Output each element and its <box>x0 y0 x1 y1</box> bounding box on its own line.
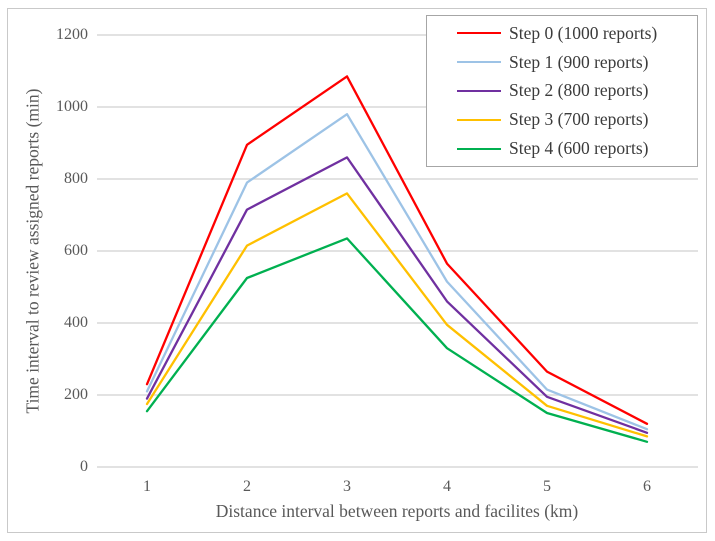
legend-line-swatch-icon <box>457 61 501 64</box>
legend-line-swatch-icon <box>457 89 501 92</box>
x-tick-label-2: 2 <box>243 478 251 495</box>
series-line-0 <box>145 75 649 425</box>
legend-item-label: Step 1 (900 reports) <box>509 51 649 72</box>
y-tick-label-1000: 1000 <box>56 98 88 115</box>
x-tick-label-5: 5 <box>543 478 551 495</box>
legend-item-3: Step 3 (700 reports) <box>427 109 697 130</box>
x-tick-label-3: 3 <box>343 478 351 495</box>
legend-item-4: Step 4 (600 reports) <box>427 138 697 159</box>
legend-item-2: Step 2 (800 reports) <box>427 80 697 101</box>
y-axis-title: Time interval to review assigned reports… <box>22 88 43 414</box>
y-tick-label-1200: 1200 <box>56 26 88 43</box>
legend-item-1: Step 1 (900 reports) <box>427 52 697 73</box>
y-tick-label-0: 0 <box>80 458 88 475</box>
legend-item-label: Step 2 (800 reports) <box>509 80 649 101</box>
legend-line-swatch-icon <box>457 118 501 121</box>
y-tick-label-600: 600 <box>64 242 88 259</box>
y-tick-label-400: 400 <box>64 314 88 331</box>
series-line-2 <box>145 156 649 434</box>
y-tick-label-200: 200 <box>64 386 88 403</box>
legend-line-swatch-icon <box>457 147 501 150</box>
legend-item-label: Step 0 (1000 reports) <box>509 22 658 43</box>
legend: Step 0 (1000 reports) Step 1 (900 reports… <box>426 15 698 167</box>
x-tick-label-1: 1 <box>143 478 151 495</box>
legend-item-0: Step 0 (1000 reports) <box>427 23 697 44</box>
series-line-1 <box>145 113 649 431</box>
y-tick-label-800: 800 <box>64 170 88 187</box>
x-tick-label-6: 6 <box>643 478 651 495</box>
x-axis-title: Distance interval between reports and fa… <box>215 501 579 521</box>
legend-item-label: Step 3 (700 reports) <box>509 109 649 130</box>
legend-line-swatch-icon <box>457 32 501 35</box>
legend-item-label: Step 4 (600 reports) <box>509 138 649 159</box>
series-line-4 <box>145 237 649 443</box>
series-line-3 <box>145 192 649 438</box>
x-tick-label-4: 4 <box>443 478 451 495</box>
